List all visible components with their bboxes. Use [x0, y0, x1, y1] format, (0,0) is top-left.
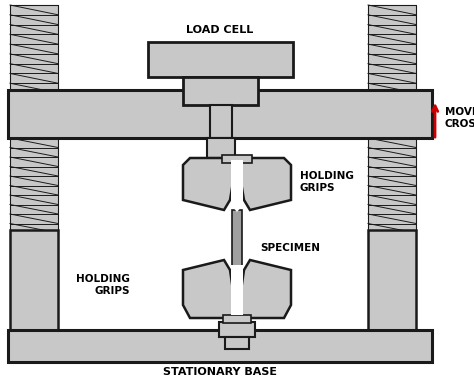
Polygon shape — [231, 265, 243, 315]
Bar — [183, 77, 258, 105]
Text: LOAD CELL: LOAD CELL — [186, 25, 254, 35]
Bar — [10, 5, 58, 93]
Bar — [8, 330, 432, 362]
Bar — [368, 230, 416, 330]
Bar — [368, 5, 416, 93]
Bar — [219, 322, 255, 337]
Polygon shape — [231, 160, 243, 212]
Polygon shape — [237, 158, 291, 210]
Text: HOLDING
GRIPS: HOLDING GRIPS — [76, 274, 130, 296]
Bar — [10, 230, 58, 330]
Bar — [148, 42, 293, 77]
Bar — [225, 337, 249, 349]
Bar — [10, 138, 58, 233]
Polygon shape — [183, 260, 237, 318]
Bar — [207, 138, 235, 158]
Bar — [232, 210, 242, 300]
Polygon shape — [183, 158, 237, 210]
Bar — [210, 105, 232, 138]
Bar — [368, 138, 416, 233]
Polygon shape — [237, 260, 291, 318]
Bar — [222, 155, 252, 163]
Text: SPECIMEN: SPECIMEN — [260, 243, 320, 253]
Bar — [8, 90, 432, 138]
Bar — [223, 315, 251, 323]
Text: HOLDING
GRIPS: HOLDING GRIPS — [300, 171, 354, 193]
Text: STATIONARY BASE: STATIONARY BASE — [163, 367, 277, 377]
Text: MOVING
CROSSHEAD: MOVING CROSSHEAD — [445, 107, 474, 129]
